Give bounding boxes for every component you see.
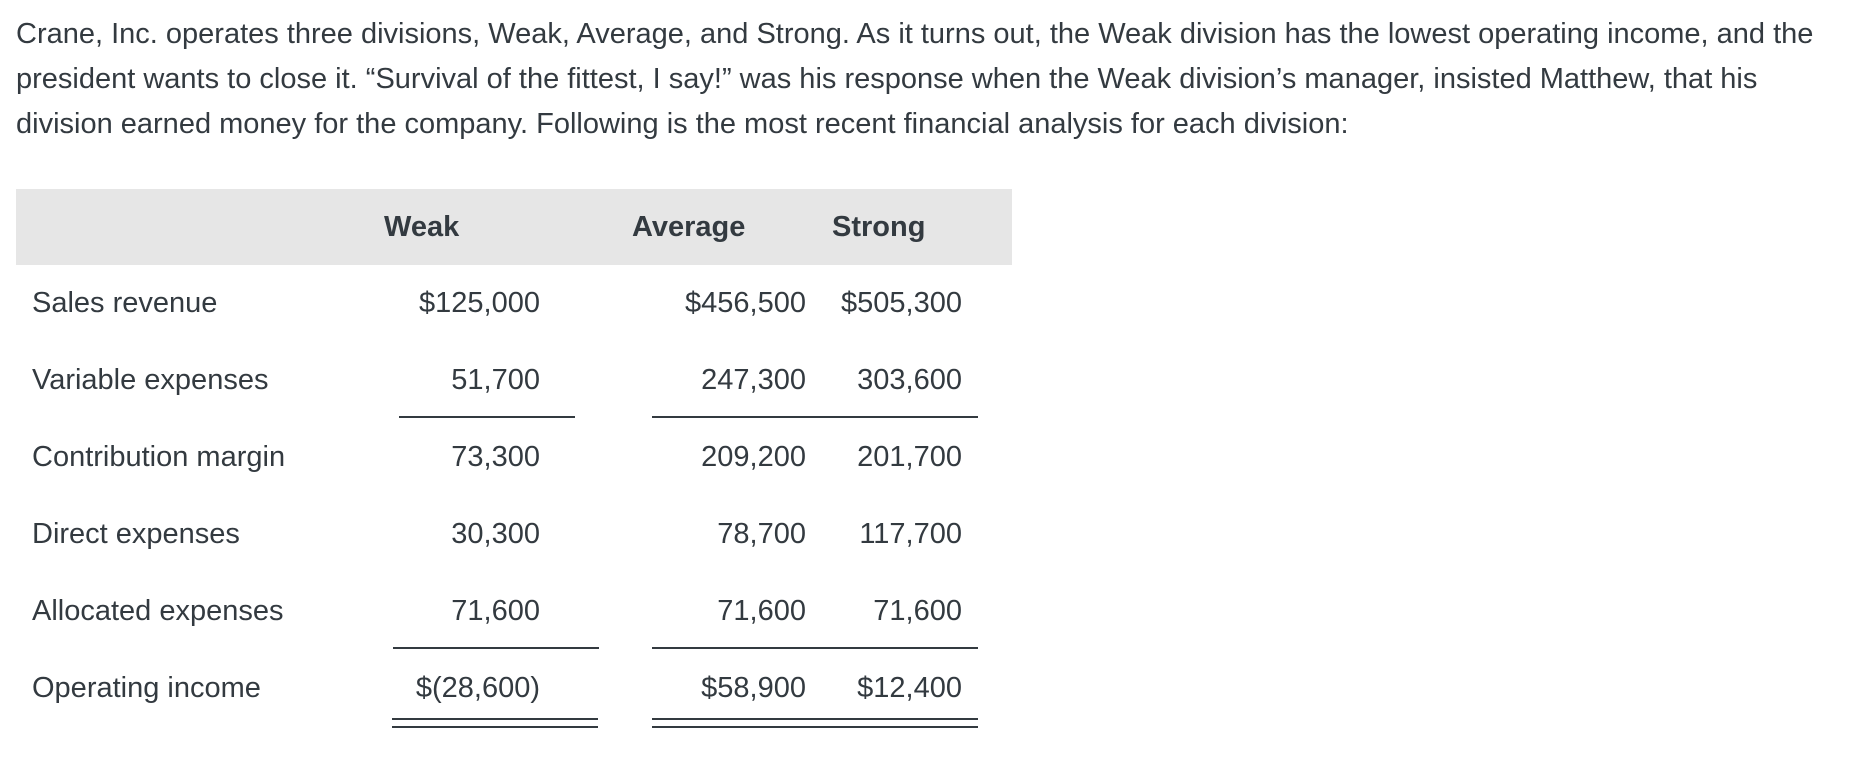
cell-weak: 73,300 xyxy=(451,441,540,473)
row-label: Direct expenses xyxy=(32,518,240,550)
cell-average: 78,700 xyxy=(717,518,806,550)
row-label: Variable expenses xyxy=(32,364,269,396)
row-label: Contribution margin xyxy=(32,441,286,473)
cell-weak: 51,700 xyxy=(399,364,575,418)
cell-average: 209,200 xyxy=(701,441,806,473)
cell-strong: 201,700 xyxy=(857,441,962,473)
cell-weak: 71,600 xyxy=(393,595,599,649)
table-row: Variable expenses 51,700 247,300 303,600 xyxy=(16,342,1012,419)
cell-average: 71,600 xyxy=(652,595,822,649)
cell-strong: $12,400 xyxy=(808,672,978,728)
row-label: Sales revenue xyxy=(32,287,218,319)
header-label xyxy=(16,189,368,265)
cell-weak: $125,000 xyxy=(419,287,540,319)
cell-strong: 71,600 xyxy=(808,595,978,649)
cell-weak: 30,300 xyxy=(451,518,540,550)
table-row: Operating income $(28,600) $58,900 $12,4… xyxy=(16,650,1012,728)
cell-strong: 117,700 xyxy=(859,518,962,550)
cell-strong: $505,300 xyxy=(841,287,962,319)
header-strong: Strong xyxy=(818,189,1012,265)
financial-analysis-table: Weak Average Strong Sales revenue $125,0… xyxy=(16,189,1012,728)
header-average: Average xyxy=(592,189,818,265)
table-row: Sales revenue $125,000 $456,500 $505,300 xyxy=(16,265,1012,342)
intro-paragraph: Crane, Inc. operates three divisions, We… xyxy=(16,18,1814,140)
cell-weak: $(28,600) xyxy=(391,672,599,728)
row-label: Operating income xyxy=(32,672,261,704)
header-weak: Weak xyxy=(368,189,592,265)
table-row: Contribution margin 73,300 209,200 201,7… xyxy=(16,419,1012,496)
table-header-row: Weak Average Strong xyxy=(16,189,1012,265)
row-label: Allocated expenses xyxy=(32,595,284,627)
table-row: Allocated expenses 71,600 71,600 71,600 xyxy=(16,573,1012,650)
table-row: Direct expenses 30,300 78,700 117,700 xyxy=(16,496,1012,573)
cell-average: $58,900 xyxy=(652,672,822,728)
cell-average: 247,300 xyxy=(652,364,822,418)
cell-average: $456,500 xyxy=(685,287,806,319)
cell-strong: 303,600 xyxy=(808,364,978,418)
